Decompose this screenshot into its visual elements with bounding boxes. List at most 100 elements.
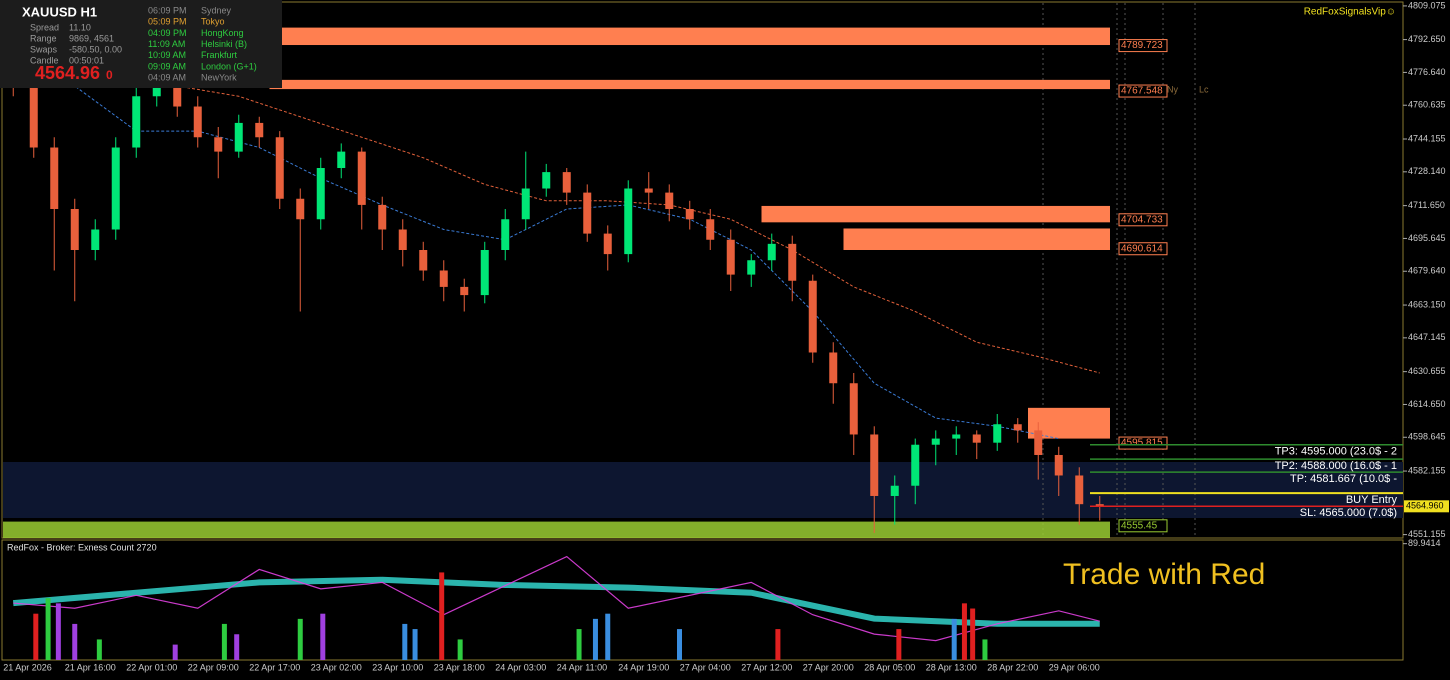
session-time: 05:09 PM xyxy=(148,17,187,27)
session-time: 04:09 PM xyxy=(148,28,187,38)
session-city: London (G+1) xyxy=(201,61,257,71)
candle-body xyxy=(1054,454,1063,476)
zone-price: 4704.733 xyxy=(1121,214,1163,225)
histogram-bar xyxy=(677,629,682,660)
histogram-bar xyxy=(234,634,240,660)
histogram-bar xyxy=(961,603,967,660)
y-tick-label: 4711.650 xyxy=(1408,200,1445,210)
indicator-title: RedFox - Broker: Exness Count 2720 xyxy=(7,542,157,552)
current-price-label: 4564.960 xyxy=(1406,501,1444,511)
histogram-bar xyxy=(896,629,902,660)
trade-level-label: TP3: 4595.000 (23.0$ - 2 xyxy=(1275,446,1397,458)
candle-body xyxy=(972,434,981,443)
candle-body xyxy=(993,424,1002,443)
x-tick-label: 24 Apr 03:00 xyxy=(495,662,546,672)
histogram-bar xyxy=(172,644,178,660)
session-city: NewYork xyxy=(201,73,237,83)
symbol: XAUUSD H1 xyxy=(22,4,97,19)
session-city: Frankfurt xyxy=(201,50,238,60)
candle-body xyxy=(583,192,592,234)
histogram-bar xyxy=(605,613,611,660)
info-panel-bg xyxy=(0,0,282,88)
zone-price: 4555.45 xyxy=(1121,520,1158,531)
candle-body xyxy=(603,233,612,255)
candle-body xyxy=(480,250,489,296)
y-tick-label: 4728.140 xyxy=(1408,166,1446,176)
candle-body xyxy=(1095,504,1104,507)
info-key: Range xyxy=(30,33,57,43)
current-price-box xyxy=(1404,500,1449,513)
histogram-bar xyxy=(320,613,326,660)
candle-body xyxy=(378,204,387,230)
histogram-bar xyxy=(970,608,976,660)
candle-body xyxy=(808,280,817,353)
info-value: 00:50:01 xyxy=(69,55,104,65)
candle-body xyxy=(665,192,674,210)
x-tick-label: 21 Apr 16:00 xyxy=(65,662,116,672)
zone xyxy=(761,205,1110,223)
candle-body xyxy=(685,209,694,220)
indicator-frame xyxy=(1,539,1404,661)
price: 4564.96 xyxy=(35,63,100,83)
candle-body xyxy=(849,383,858,435)
y-tick-label: 4679.640 xyxy=(1408,266,1446,276)
zone-price: 4690.614 xyxy=(1121,243,1163,254)
y-tick-label: 4663.150 xyxy=(1408,299,1446,309)
zone-price-box xyxy=(1118,519,1168,533)
x-tick-label: 24 Apr 19:00 xyxy=(618,662,669,672)
zone xyxy=(269,27,1110,46)
candle-body xyxy=(419,250,428,271)
candle-body xyxy=(337,151,346,169)
candle-body xyxy=(70,209,79,251)
histogram-bar xyxy=(402,623,408,660)
x-tick-label: 22 Apr 01:00 xyxy=(126,662,177,672)
volume-profile-band xyxy=(3,462,1403,518)
histogram-bar xyxy=(457,639,463,660)
y-tick-label: 4809.075 xyxy=(1408,0,1446,10)
y-tick-label: 4551.155 xyxy=(1408,529,1446,539)
candle-body xyxy=(132,96,141,148)
histogram-bar xyxy=(221,623,227,660)
session-time: 04:09 AM xyxy=(148,73,186,83)
x-tick-label: 27 Apr 12:00 xyxy=(741,662,792,672)
candle-body xyxy=(747,260,756,275)
x-tick-label: 28 Apr 13:00 xyxy=(926,662,977,672)
candle-body xyxy=(398,229,407,251)
zone-price-box xyxy=(1118,84,1168,98)
zone-price: 4789.723 xyxy=(1121,40,1163,51)
y-tick-label: 4647.145 xyxy=(1408,332,1446,342)
info-value: -580.50, 0.00 xyxy=(69,44,122,54)
candle-body xyxy=(890,485,899,496)
session-time: 06:09 PM xyxy=(148,5,187,15)
session-mark: Lc xyxy=(1199,84,1209,94)
candle-body xyxy=(726,239,735,275)
candle-body xyxy=(521,188,530,220)
candle-body xyxy=(439,270,448,287)
candle-body xyxy=(234,122,243,152)
session-mark: Ny xyxy=(1167,84,1178,94)
candle-body xyxy=(214,137,223,152)
ribbon xyxy=(12,576,1100,627)
zone xyxy=(269,79,1110,90)
info-key: Candle xyxy=(30,55,59,65)
candle-body xyxy=(931,438,940,445)
candle-body xyxy=(1013,424,1022,431)
info-value: 11.10 xyxy=(69,22,91,32)
y-tick-label: 4598.645 xyxy=(1408,432,1446,442)
histogram-bar xyxy=(439,572,445,660)
histogram-bar xyxy=(412,629,418,660)
info-panel: XAUUSD H1 Spread 11.10 Range 9869, 4561 Swaps… xyxy=(0,0,282,88)
info-key: Spread xyxy=(30,22,59,32)
histogram-bar xyxy=(592,618,598,660)
histogram-bar xyxy=(297,618,303,660)
histogram-bar xyxy=(33,613,39,660)
zone-price-box xyxy=(1118,436,1168,450)
candle-body xyxy=(501,219,510,251)
moving-average xyxy=(13,54,1059,440)
session-time: 09:09 AM xyxy=(148,61,186,71)
candle-body xyxy=(911,444,920,486)
histogram-bar xyxy=(45,598,51,660)
slogan: Trade with Red xyxy=(1063,558,1265,591)
candle-body xyxy=(29,86,38,148)
